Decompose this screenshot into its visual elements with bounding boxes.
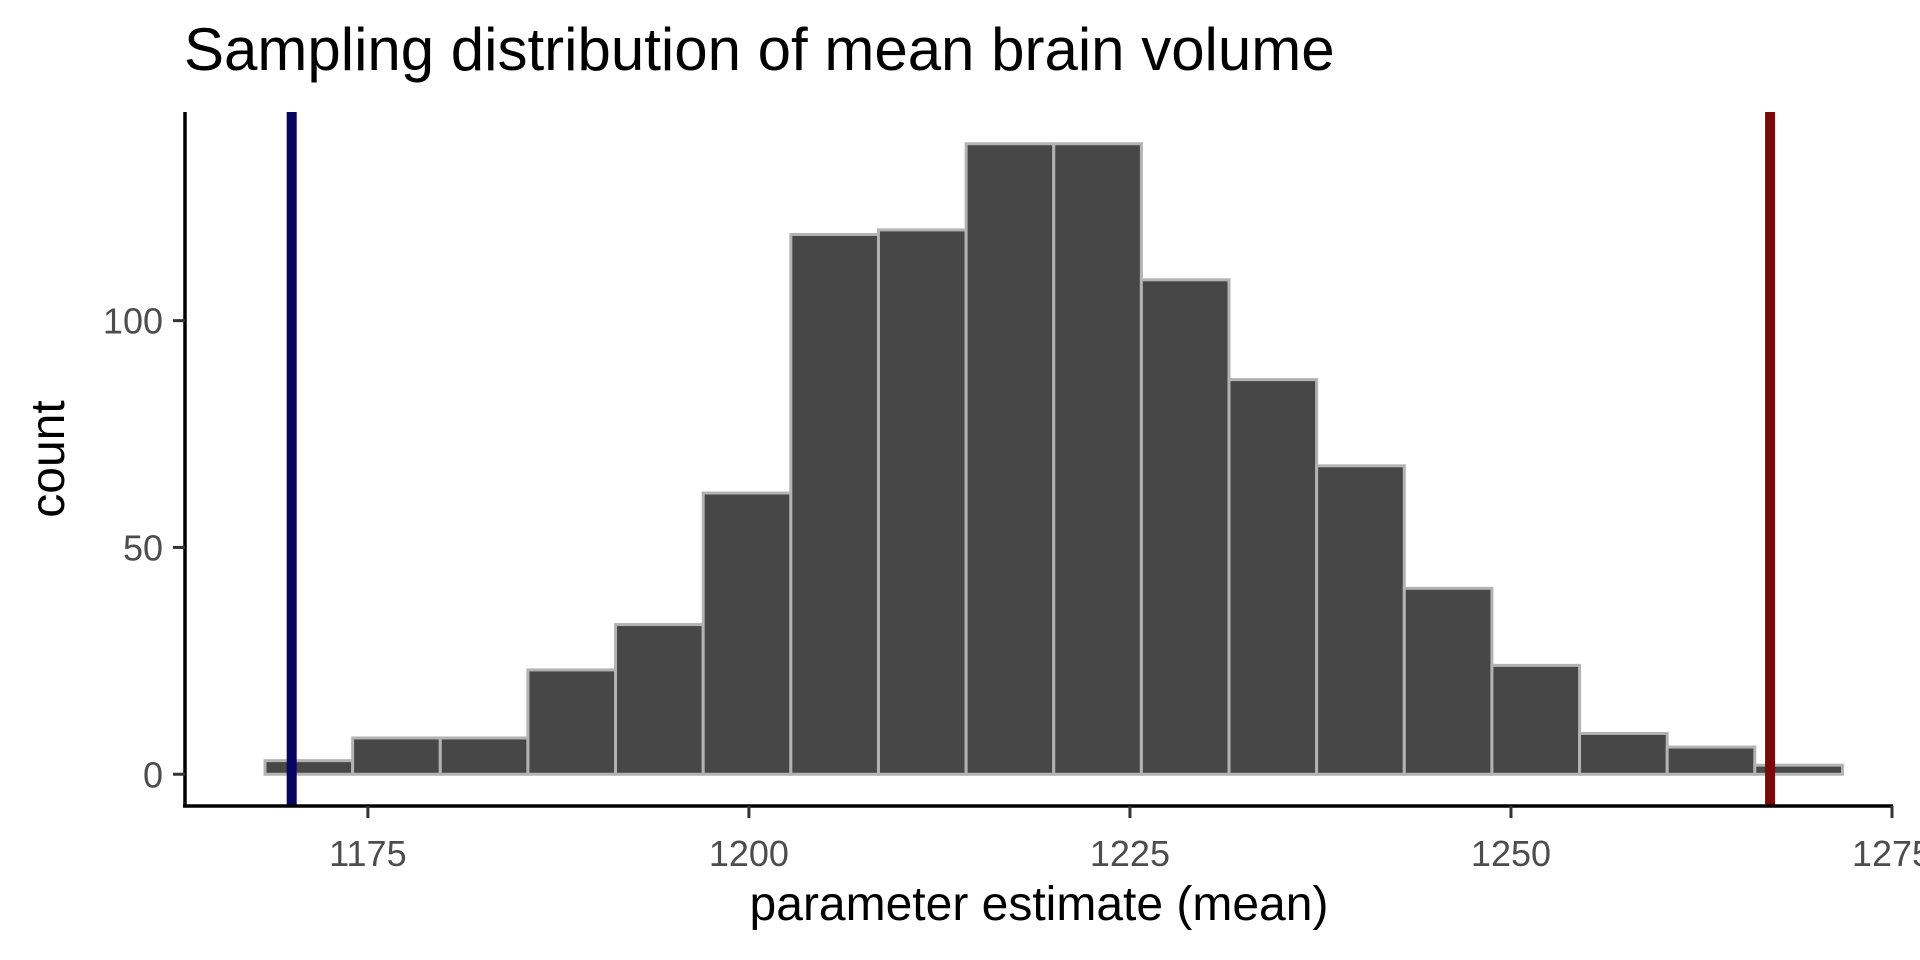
histogram-bar-5	[614, 623, 705, 776]
x-axis-ticks: 1175 1200 1225 1250 1275	[329, 806, 1920, 874]
histogram-bar-8	[876, 228, 968, 776]
histogram-bars	[263, 142, 1844, 776]
histogram-bar-7	[789, 232, 880, 776]
histogram-bar-12	[1227, 378, 1319, 776]
x-tick-label: 1200	[709, 833, 789, 874]
histogram-bar-17	[1665, 745, 1757, 776]
histogram-bar-1	[263, 759, 355, 776]
histogram-bar-18	[1753, 763, 1844, 776]
y-tick-label: 50	[123, 527, 163, 568]
x-tick-label: 1250	[1471, 833, 1551, 874]
y-tick-label: 0	[143, 754, 163, 795]
histogram-bar-16	[1578, 731, 1669, 776]
y-axis-ticks: 0 50 100	[103, 301, 185, 795]
y-tick-label: 100	[103, 301, 163, 342]
x-tick-label: 1225	[1090, 833, 1170, 874]
chart-title: Sampling distribution of mean brain volu…	[184, 16, 1335, 83]
histogram-bar-11	[1139, 278, 1231, 776]
x-axis-title: parameter estimate (mean)	[750, 878, 1329, 931]
x-tick-label: 1275	[1852, 833, 1920, 874]
reference-lines	[286, 112, 1776, 806]
histogram-bar-10	[1052, 142, 1143, 776]
histogram-bar-2	[351, 736, 442, 776]
histogram-bar-3	[438, 736, 530, 776]
histogram-bar-4	[526, 668, 618, 776]
histogram-bar-14	[1402, 586, 1494, 776]
histogram-bar-9	[964, 142, 1056, 776]
histogram-bar-13	[1315, 464, 1406, 776]
histogram-bar-6	[701, 491, 793, 776]
histogram-bar-15	[1490, 663, 1582, 776]
x-tick-label: 1175	[329, 833, 406, 874]
y-axis-title: count	[22, 400, 75, 517]
